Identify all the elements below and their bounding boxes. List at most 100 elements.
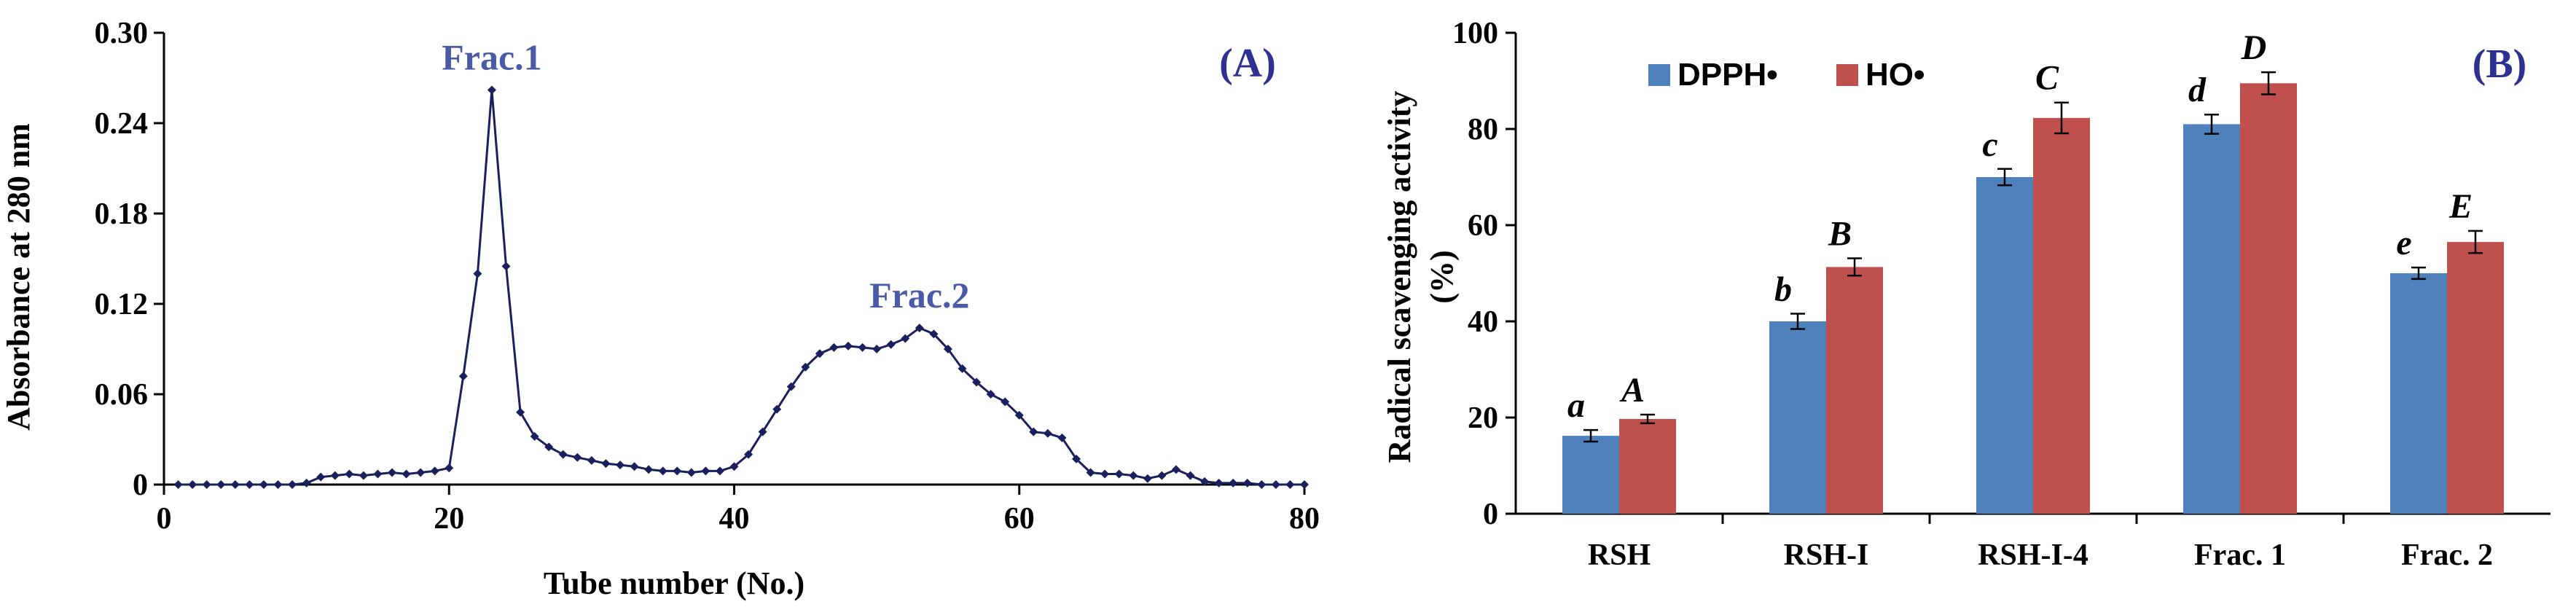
data-point-a [901, 334, 910, 343]
y-axis-label-b-line2: (%) [1424, 250, 1460, 303]
bar [1619, 418, 1676, 514]
annotation-label: Frac.2 [869, 275, 969, 316]
bar [2033, 117, 2090, 514]
x-tick-label-b: RSH-I [1784, 538, 1869, 572]
data-point-a [786, 382, 796, 391]
data-point-a [273, 480, 283, 489]
data-point-a [288, 480, 297, 489]
significance-letter: b [1774, 270, 1792, 308]
data-point-a [230, 480, 240, 489]
data-point-a [1014, 410, 1024, 420]
data-point-a [972, 377, 982, 387]
data-point-a [886, 340, 896, 349]
x-tick-label-a: 40 [719, 502, 750, 536]
data-point-a [686, 468, 696, 477]
data-point-a [715, 466, 724, 476]
legend-label: HO• [1866, 57, 1925, 93]
legend-label: DPPH• [1677, 57, 1778, 93]
data-point-a [1200, 477, 1210, 486]
data-point-a [216, 480, 226, 489]
x-tick-label-a: 20 [434, 502, 464, 536]
data-point-a [473, 269, 482, 278]
data-point-a [1229, 478, 1238, 487]
significance-letter: d [2188, 71, 2207, 109]
data-point-a [801, 362, 810, 372]
data-point-a [430, 466, 439, 476]
data-point-a [1001, 397, 1010, 407]
y-tick-label-a: 0.18 [95, 197, 149, 231]
data-point-a [1257, 480, 1267, 489]
data-point-a [1043, 428, 1052, 438]
significance-letter: e [2396, 224, 2411, 262]
y-axis-label-a: Absorbance at 280 nm [1, 123, 36, 431]
x-tick-label-b: RSH [1588, 538, 1651, 572]
x-axis-label-a: Tube number (No.) [544, 565, 804, 601]
significance-letter: B [1828, 215, 1852, 254]
y-tick-label-a: 0 [133, 469, 148, 502]
data-point-a [958, 364, 967, 373]
data-point-a [516, 407, 525, 417]
data-point-a [458, 372, 468, 381]
data-point-a [573, 453, 582, 462]
legend-swatch [1836, 64, 1858, 86]
data-point-a [815, 349, 824, 359]
y-tick-label-a: 0.24 [95, 107, 149, 141]
bar [1769, 321, 1826, 514]
data-point-a [359, 471, 368, 480]
bar [2447, 242, 2504, 514]
data-point-a [544, 442, 554, 452]
data-point-a [1057, 433, 1067, 442]
y-tick-label-b: 60 [1468, 209, 1498, 243]
y-axis-label-b-line1: Radical scavenging activity [1382, 91, 1417, 463]
x-tick-label-a: 0 [157, 502, 172, 536]
bar [1562, 436, 1619, 514]
data-point-a [844, 341, 853, 350]
data-point-a [530, 431, 539, 441]
data-point-a [1214, 478, 1224, 487]
x-tick-label-b: Frac. 2 [2401, 538, 2493, 572]
data-point-a [929, 329, 939, 339]
data-point-a [558, 450, 568, 459]
data-point-a [772, 404, 782, 414]
significance-letter: c [1982, 125, 1997, 164]
data-point-a [587, 455, 596, 465]
data-point-a [1129, 471, 1138, 480]
data-point-a [1242, 478, 1252, 487]
data-point-a [829, 342, 839, 352]
significance-letter: D [2241, 28, 2267, 67]
data-point-a [630, 462, 639, 471]
bar [2390, 273, 2447, 514]
data-point-a [986, 390, 995, 399]
data-point-a [729, 462, 739, 471]
data-point-a [1171, 465, 1181, 474]
data-point-a [872, 345, 882, 353]
series-line-a [178, 90, 1304, 486]
data-point-a [373, 469, 383, 479]
x-tick-label-b: RSH-I-4 [1978, 538, 2088, 572]
data-point-a [1100, 469, 1110, 479]
panel-label-a: (A) [1219, 41, 1276, 86]
significance-letter: C [2035, 59, 2059, 98]
data-point-a [644, 465, 654, 474]
data-point-a [1300, 480, 1309, 489]
data-point-a [1271, 480, 1280, 489]
data-point-a [202, 480, 211, 489]
data-point-a [487, 85, 496, 95]
significance-letter: E [2448, 187, 2473, 226]
data-point-a [330, 471, 340, 480]
y-tick-label-a: 0.12 [95, 288, 149, 321]
y-tick-label-a: 0.06 [95, 378, 149, 412]
data-point-a [701, 466, 710, 476]
legend-swatch [1648, 64, 1670, 86]
data-point-a [758, 427, 767, 436]
y-tick-label-a: 0.30 [95, 17, 149, 50]
data-point-a [245, 480, 254, 489]
data-point-a [416, 468, 426, 477]
y-tick-label-b: 40 [1468, 305, 1498, 339]
legend: DPPH• HO• [1648, 57, 1925, 93]
data-point-a [858, 342, 867, 352]
data-point-a [616, 461, 625, 470]
y-tick-label-b: 100 [1452, 17, 1498, 50]
x-tick-label-a: 60 [1004, 502, 1035, 536]
